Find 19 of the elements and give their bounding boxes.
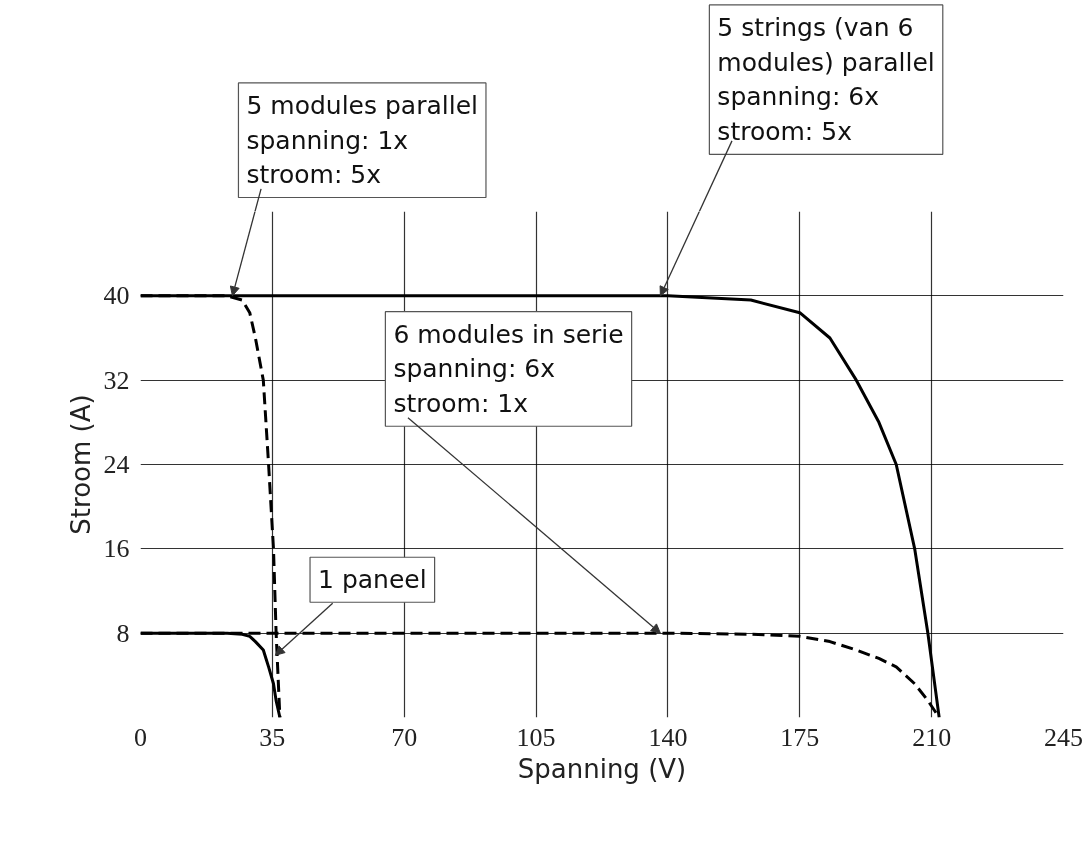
x-axis-title: Spanning (V) (517, 753, 687, 784)
y-tick-label: 32 (103, 365, 130, 395)
x-tick-label: 140 (648, 722, 688, 752)
y-axis-title: Stroom (A) (65, 394, 96, 535)
annotation: 1 paneel (318, 565, 427, 595)
x-tick-label: 0 (134, 722, 147, 752)
y-tick-label: 16 (103, 534, 130, 564)
x-tick-label: 105 (516, 722, 556, 752)
y-tick-label: 40 (103, 281, 130, 311)
y-tick-label: 8 (116, 618, 130, 648)
x-tick-label: 35 (259, 722, 286, 752)
annotation: 6 modules in serie spanning: 6x stroom: 1x (393, 319, 624, 419)
x-tick-label: 175 (780, 722, 820, 752)
x-tick-label: 210 (912, 722, 952, 752)
x-tick-label: 70 (391, 722, 418, 752)
x-tick-label: 245 (1044, 722, 1083, 752)
y-tick-label: 24 (103, 450, 130, 479)
annotation: 5 strings (van 6 modules) parallel spanning: 6x stroom: 5x (717, 12, 935, 147)
annotation: 5 modules parallel spanning: 1x stroom: 5x (246, 90, 478, 190)
